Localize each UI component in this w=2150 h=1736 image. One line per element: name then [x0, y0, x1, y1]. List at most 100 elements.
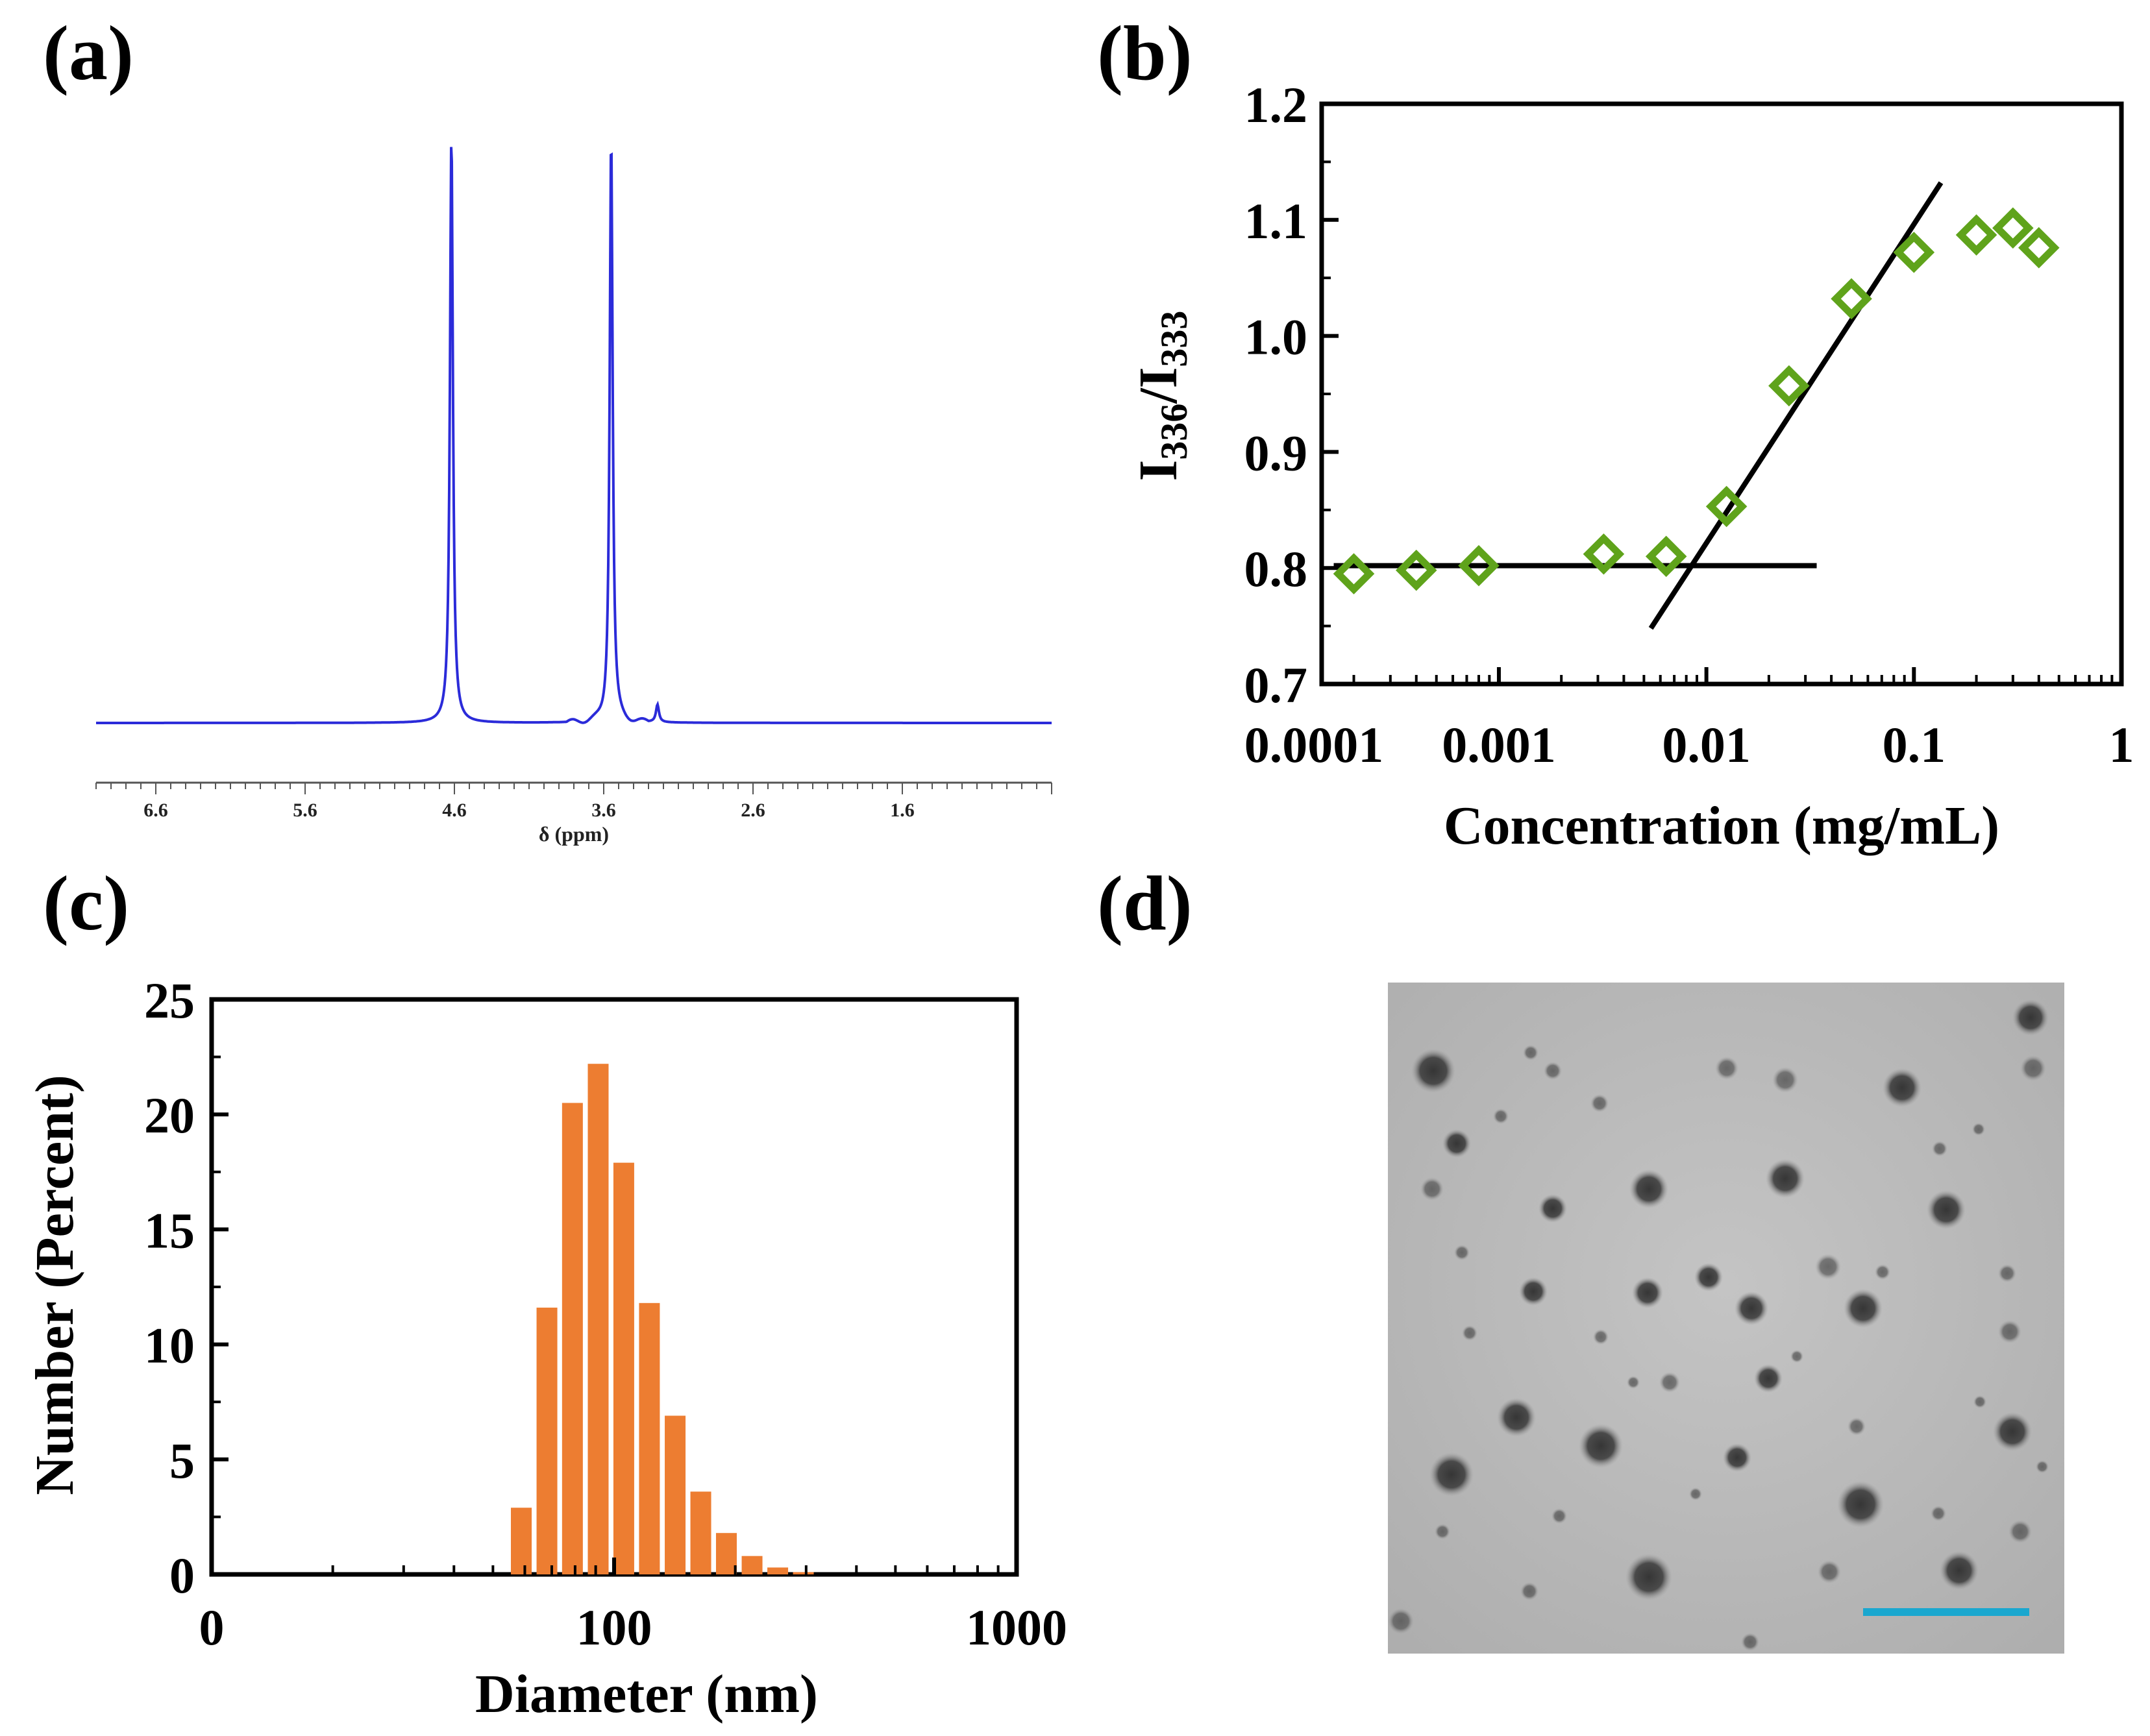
b-data-point: [1583, 533, 1625, 575]
tem-particle: [1790, 1350, 1803, 1363]
tem-particle: [1629, 1169, 1668, 1208]
c-bar: [613, 1162, 634, 1574]
b-data-point: [1645, 535, 1687, 578]
b-plot-frame: [1319, 101, 2124, 687]
panel-label-d: (d): [1097, 860, 1192, 946]
c-y-tick-label: 25: [144, 972, 195, 1029]
tem-particle: [1689, 1487, 1702, 1500]
tem-particle: [1579, 1424, 1623, 1468]
nmr-tick-label: 2.6: [741, 800, 765, 821]
tem-particle: [1590, 1094, 1609, 1112]
tem-particle: [1940, 1551, 1979, 1590]
b-y-tick-label: 1.1: [1244, 193, 1308, 249]
tem-particle: [1519, 1277, 1548, 1306]
b-ylabel-sub2: 333: [1153, 311, 1195, 367]
tem-particle: [2036, 1460, 2049, 1473]
b-x-tick-label: 0.001: [1442, 716, 1556, 773]
b-x-axis-title: Concentration (mg/mL): [1444, 796, 1999, 856]
tem-particle: [1998, 1320, 2021, 1343]
b-data-point: [1333, 553, 1375, 594]
tem-particle: [1883, 1068, 1921, 1107]
tem-particle: [1497, 1398, 1536, 1437]
tem-particles: [1388, 999, 2049, 1651]
b-data-point: [1458, 544, 1500, 587]
c-y-axis-title: Number (Percent): [25, 1075, 85, 1495]
tem-particle: [1523, 1045, 1538, 1060]
b-data-points: [1333, 207, 2060, 594]
b-data-point: [1992, 207, 2034, 249]
tem-particle: [1388, 1608, 1414, 1634]
nmr-tick-labels: 6.6 5.6 4.6 3.6 2.6 1.6: [143, 800, 915, 821]
tem-particle: [1818, 1560, 1841, 1583]
panel-label-b: (b): [1097, 10, 1192, 96]
b-data-point: [1893, 232, 1935, 273]
c-y-tick-label: 20: [144, 1087, 195, 1143]
tem-particle: [1551, 1508, 1567, 1524]
c-bar: [715, 1533, 737, 1574]
tem-particle: [1493, 1108, 1509, 1124]
b-y-tick-label: 0.8: [1244, 541, 1308, 597]
c-x-tick-label: 100: [576, 1599, 652, 1656]
c-y-tick-label: 0: [169, 1547, 195, 1604]
b-x-tick-label: 0.0001: [1244, 716, 1384, 773]
c-bar: [741, 1556, 763, 1574]
b-data-point: [1955, 214, 1997, 256]
tem-particle: [1625, 1554, 1672, 1600]
nmr-tick-label: 1.6: [890, 800, 915, 821]
nmr-spectrum-line: [96, 147, 1052, 724]
c-bar: [562, 1103, 583, 1574]
c-x-tick-label: 0: [199, 1599, 225, 1656]
tem-particle: [1694, 1263, 1723, 1291]
tem-particle: [1844, 1289, 1883, 1328]
b-ylabel-sep: /I: [1128, 367, 1189, 404]
c-bar: [536, 1307, 558, 1574]
size-distribution-panel: 0 5 10 15 20 25 0 100 1000 Diameter (nm) Number …: [25, 972, 1067, 1724]
tem-particle: [1420, 1177, 1444, 1201]
tem-particle: [1627, 1376, 1640, 1389]
c-bar: [639, 1302, 660, 1574]
b-data-point: [2018, 226, 2060, 269]
c-x-axis-title: Diameter (nm): [475, 1664, 818, 1724]
tem-particle: [1593, 1329, 1609, 1345]
nmr-tick-label: 3.6: [591, 800, 616, 821]
c-y-tick-label: 5: [169, 1432, 195, 1489]
tem-particle: [1429, 1452, 1474, 1497]
tem-particle: [1875, 1264, 1890, 1280]
tem-particle: [1538, 1194, 1567, 1223]
c-x-tick-label: 1000: [966, 1599, 1067, 1656]
tem-particle: [1932, 1141, 1947, 1156]
tem-particle: [1973, 1395, 1986, 1408]
b-data-point: [1768, 365, 1810, 407]
tem-particle: [1659, 1372, 1680, 1393]
tem-particle: [1632, 1277, 1663, 1308]
tem-image-background: [1388, 983, 2064, 1654]
b-fit-lines: [1333, 181, 1944, 630]
tem-particle: [1772, 1067, 1798, 1093]
tem-particle: [2012, 999, 2049, 1036]
tem-particle: [1766, 1159, 1805, 1198]
tem-particle: [1735, 1291, 1768, 1325]
nmr-spectrum-panel: 6.6 5.6 4.6 3.6 2.6 1.6 δ (ppm): [95, 147, 1052, 846]
tem-particle: [1927, 1190, 1966, 1229]
b-y-tick-label: 0.7: [1244, 657, 1308, 713]
tem-particle: [1837, 1481, 1884, 1528]
tem-particle: [1741, 1633, 1759, 1651]
b-data-point: [1705, 485, 1748, 528]
c-bar: [587, 1064, 609, 1574]
tem-particle: [1972, 1123, 1985, 1136]
c-bar: [767, 1567, 789, 1574]
tem-particle: [1815, 1254, 1841, 1280]
b-x-tick-label: 1: [2109, 716, 2134, 773]
tem-particle: [1723, 1443, 1751, 1472]
c-bar: [511, 1508, 532, 1574]
nmr-x-axis-title: δ (ppm): [539, 822, 609, 846]
b-x-tick-label: 0.01: [1662, 716, 1751, 773]
tem-particle: [1442, 1129, 1471, 1158]
b-x-tick-label: 0.1: [1883, 716, 1946, 773]
panel-label-a: (a): [43, 10, 134, 96]
tem-particle: [1411, 1049, 1455, 1093]
tem-particle: [1998, 1264, 2016, 1282]
b-ylabel-sub1: 336: [1153, 404, 1195, 460]
tem-particle: [1993, 1412, 2032, 1451]
nmr-minor-ticks: [95, 783, 1052, 794]
